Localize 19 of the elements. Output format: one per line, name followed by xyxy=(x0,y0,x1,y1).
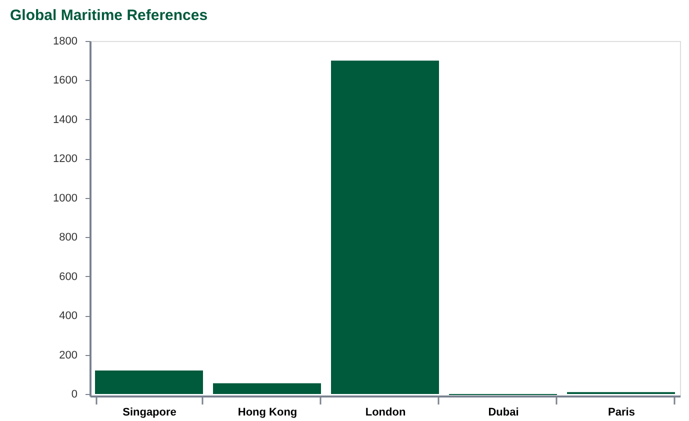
x-tick-label: Dubai xyxy=(488,406,519,418)
y-tick-label: 0 xyxy=(71,388,78,401)
x-tick-label: Paris xyxy=(608,406,635,418)
y-tick-label: 600 xyxy=(59,270,78,283)
y-tick-label: 400 xyxy=(59,310,78,322)
x-tick-label: London xyxy=(365,406,406,418)
bar xyxy=(213,383,321,394)
y-tick-label: 1400 xyxy=(53,114,78,126)
y-tick-label: 800 xyxy=(59,232,78,244)
y-tick-label: 200 xyxy=(59,349,78,362)
y-tick-label: 1600 xyxy=(53,74,78,87)
x-tick-label: Hong Kong xyxy=(238,406,298,418)
bar xyxy=(331,60,439,394)
x-tick-label: Singapore xyxy=(122,406,176,418)
y-tick-label: 1800 xyxy=(53,36,78,48)
bar xyxy=(95,370,203,394)
y-tick-label: 1200 xyxy=(53,153,78,166)
y-tick-label: 1000 xyxy=(53,192,78,204)
chart-title: Global Maritime References xyxy=(10,7,208,24)
